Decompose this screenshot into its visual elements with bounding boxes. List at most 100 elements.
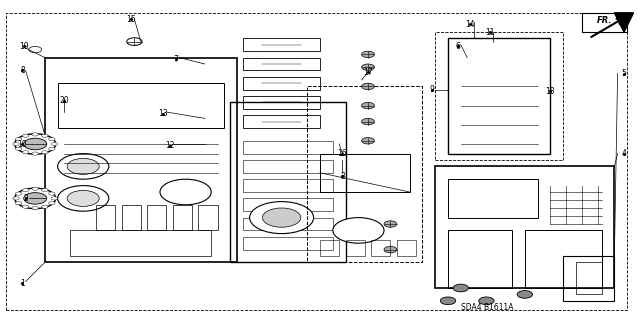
Bar bbox=[147, 205, 166, 230]
Text: 2: 2 bbox=[23, 194, 28, 203]
Text: 6: 6 bbox=[455, 42, 460, 51]
Circle shape bbox=[22, 151, 29, 154]
Circle shape bbox=[22, 205, 29, 208]
Circle shape bbox=[42, 188, 48, 192]
Text: 13: 13 bbox=[158, 109, 168, 118]
Circle shape bbox=[51, 142, 58, 146]
Text: 12: 12 bbox=[165, 141, 174, 150]
Circle shape bbox=[24, 138, 47, 150]
Circle shape bbox=[384, 246, 397, 253]
Bar bbox=[70, 230, 211, 256]
Text: 3: 3 bbox=[340, 172, 345, 180]
Circle shape bbox=[362, 138, 374, 144]
Circle shape bbox=[13, 197, 19, 200]
Bar bbox=[243, 237, 333, 250]
Circle shape bbox=[58, 186, 109, 211]
Circle shape bbox=[362, 51, 374, 58]
Text: 14: 14 bbox=[465, 20, 476, 28]
Bar bbox=[243, 115, 320, 128]
Bar bbox=[243, 58, 320, 70]
Bar bbox=[576, 262, 602, 294]
Circle shape bbox=[15, 192, 22, 195]
Text: 17: 17 bbox=[363, 68, 373, 76]
Bar bbox=[198, 205, 218, 230]
Circle shape bbox=[51, 197, 58, 200]
Bar bbox=[448, 38, 550, 154]
Text: SDA4 B1611A: SDA4 B1611A bbox=[461, 303, 513, 312]
Circle shape bbox=[517, 291, 532, 298]
Circle shape bbox=[160, 179, 211, 205]
Bar bbox=[371, 240, 390, 256]
Bar bbox=[582, 13, 627, 32]
Circle shape bbox=[49, 147, 55, 150]
Bar bbox=[448, 179, 538, 218]
Circle shape bbox=[479, 297, 494, 305]
Circle shape bbox=[15, 134, 56, 154]
Bar bbox=[563, 256, 614, 301]
Text: 4: 4 bbox=[621, 149, 627, 158]
Text: 15: 15 bbox=[126, 15, 136, 24]
Circle shape bbox=[24, 193, 47, 204]
Circle shape bbox=[127, 38, 142, 45]
Bar bbox=[122, 205, 141, 230]
Circle shape bbox=[250, 202, 314, 234]
Text: 16: 16 bbox=[337, 149, 348, 158]
Circle shape bbox=[42, 151, 48, 154]
Bar bbox=[243, 96, 320, 109]
Bar bbox=[243, 160, 333, 173]
Circle shape bbox=[15, 147, 22, 150]
Text: 1: 1 bbox=[20, 279, 25, 288]
Circle shape bbox=[58, 154, 109, 179]
Circle shape bbox=[440, 297, 456, 305]
Circle shape bbox=[49, 192, 55, 195]
Text: 10: 10 bbox=[17, 140, 28, 148]
Bar bbox=[448, 230, 512, 288]
Text: 5: 5 bbox=[621, 69, 627, 78]
Circle shape bbox=[32, 133, 38, 136]
Bar bbox=[96, 205, 115, 230]
Circle shape bbox=[49, 138, 55, 141]
Circle shape bbox=[22, 134, 29, 137]
Polygon shape bbox=[614, 13, 634, 32]
Circle shape bbox=[13, 142, 19, 146]
Circle shape bbox=[32, 187, 38, 190]
Circle shape bbox=[49, 202, 55, 205]
Bar bbox=[320, 154, 410, 192]
Bar bbox=[230, 102, 346, 262]
Circle shape bbox=[453, 284, 468, 292]
Text: 7: 7 bbox=[173, 55, 179, 64]
Text: 18: 18 bbox=[546, 87, 555, 96]
Circle shape bbox=[362, 118, 374, 125]
Bar bbox=[320, 240, 339, 256]
Bar bbox=[243, 38, 320, 51]
Circle shape bbox=[67, 190, 99, 206]
Circle shape bbox=[67, 158, 99, 174]
Circle shape bbox=[362, 102, 374, 109]
Circle shape bbox=[42, 205, 48, 208]
Text: 19: 19 bbox=[19, 42, 29, 51]
Bar bbox=[243, 198, 333, 211]
Bar bbox=[243, 218, 333, 230]
Bar bbox=[58, 83, 224, 128]
Circle shape bbox=[22, 188, 29, 192]
Bar bbox=[243, 179, 333, 192]
Bar bbox=[307, 86, 422, 262]
Bar bbox=[243, 77, 320, 90]
Bar bbox=[525, 230, 602, 288]
Bar bbox=[346, 240, 365, 256]
Circle shape bbox=[32, 206, 38, 210]
Circle shape bbox=[29, 46, 42, 53]
Circle shape bbox=[384, 221, 397, 227]
Bar bbox=[243, 141, 333, 154]
Text: FR.: FR. bbox=[597, 16, 612, 25]
Text: 20: 20 bbox=[59, 96, 69, 105]
Circle shape bbox=[32, 152, 38, 155]
Circle shape bbox=[42, 134, 48, 137]
Bar bbox=[45, 58, 237, 262]
Bar bbox=[435, 166, 614, 288]
Circle shape bbox=[333, 218, 384, 243]
Text: 8: 8 bbox=[20, 66, 25, 75]
Bar bbox=[397, 240, 416, 256]
Text: 11: 11 bbox=[485, 28, 494, 36]
Circle shape bbox=[362, 64, 374, 70]
